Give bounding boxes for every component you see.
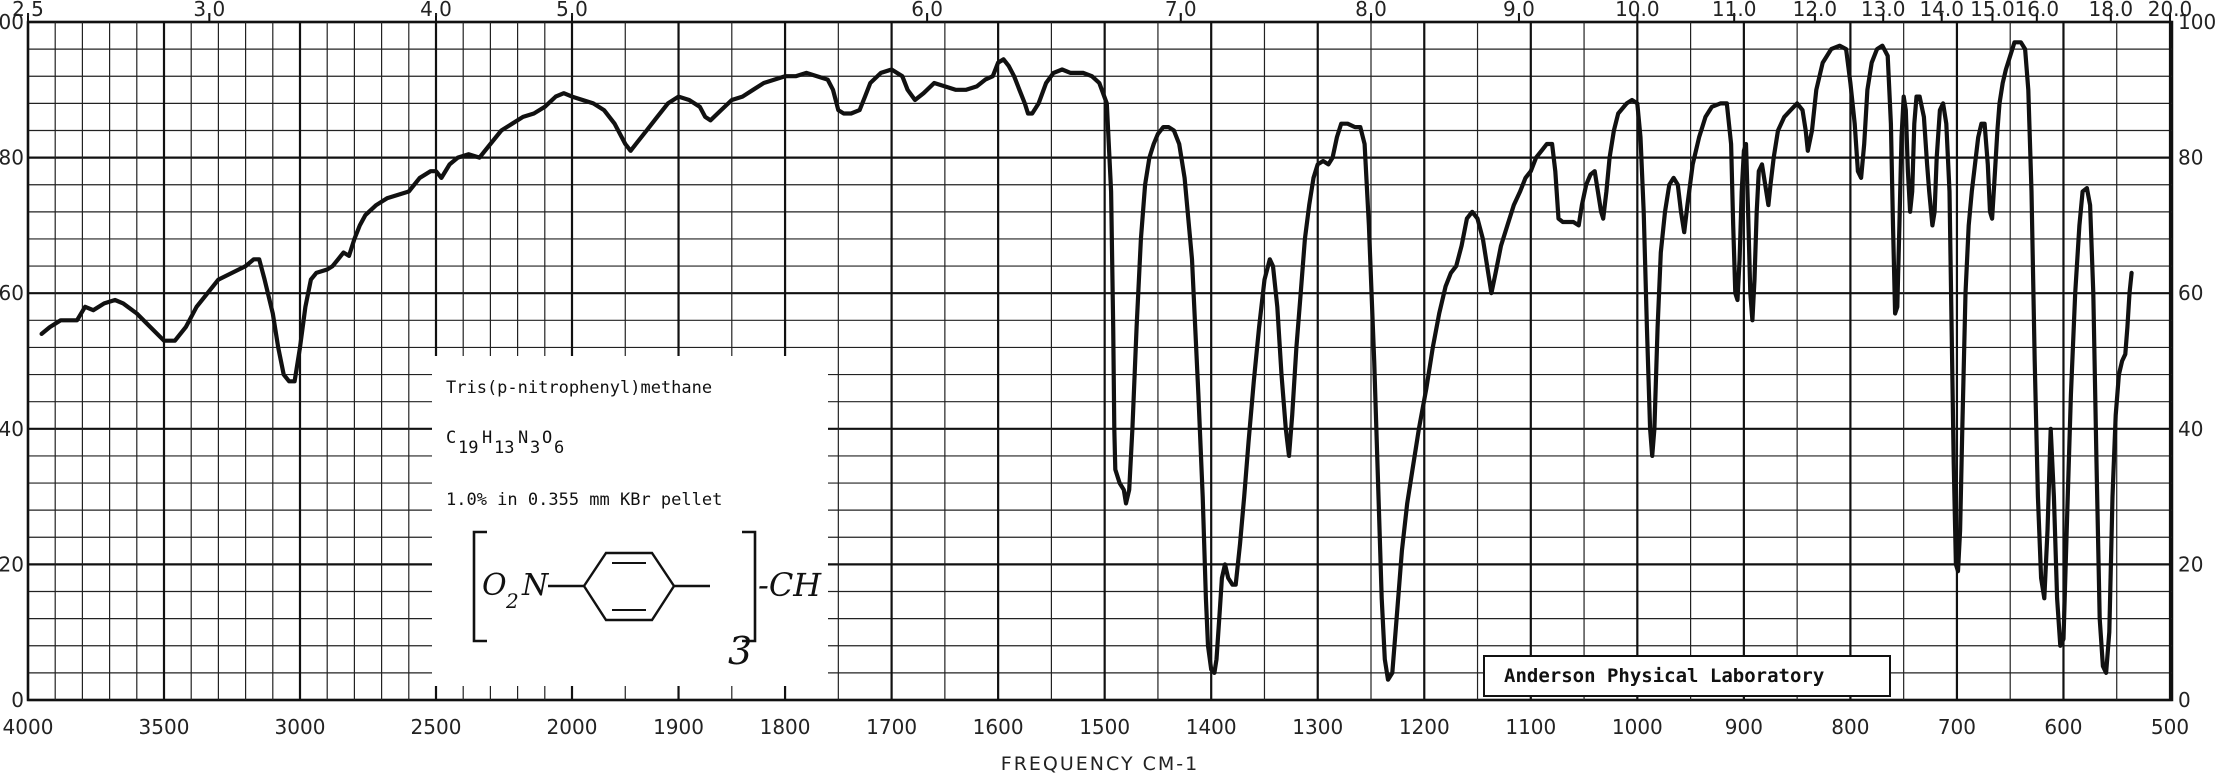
top-axis-ticks: 2.5 3.0 4.0 5.0 6.0 7.0 8.0 9.0 10.0 11.0 12.0 13.0… — [12, 0, 2192, 22]
top-tick-label: 20.0 — [2148, 0, 2193, 21]
top-tick-label: 18.0 — [2089, 0, 2134, 21]
y-tick-label-right: 80 — [2178, 146, 2203, 170]
formula-h: H — [482, 428, 492, 448]
formula-o-sub: 6 — [554, 438, 564, 458]
y-tick-label-right: 20 — [2178, 552, 2203, 576]
x-tick-label: 500 — [2151, 715, 2189, 739]
x-tick-label: 1400 — [1186, 715, 1237, 739]
y-tick-label-right: 100 — [2178, 10, 2216, 34]
structure-n: N — [521, 568, 550, 603]
structure-sub-2: 2 — [505, 589, 519, 613]
y-tick-label-left: 100 — [0, 10, 24, 34]
top-tick-label: 13.0 — [1861, 0, 1906, 21]
top-tick-label: 6.0 — [911, 0, 943, 21]
y-tick-label-left: 80 — [0, 146, 24, 170]
molecular-formula: C 19 H 13 N 3 O 6 — [446, 428, 564, 458]
x-axis-title: FREQUENCY CM-1 — [1001, 753, 1199, 775]
sample-info-box: Tris(p-nitrophenyl)methane C 19 H 13 N 3… — [432, 356, 828, 686]
formula-c: C — [446, 428, 456, 448]
y-tick-label-right: 0 — [2178, 688, 2191, 712]
y-tick-label-left: 40 — [0, 417, 24, 441]
top-tick-label: 11.0 — [1712, 0, 1757, 21]
y-tick-label-left: 0 — [11, 688, 24, 712]
y-axis-ticks-right: 0 20 40 60 80 100 — [2178, 10, 2216, 712]
chart-grid — [26, 20, 2174, 702]
x-tick-label: 1900 — [653, 715, 704, 739]
x-tick-label: 1100 — [1505, 715, 1556, 739]
x-tick-label: 1000 — [1612, 715, 1663, 739]
top-tick-label: 4.0 — [420, 0, 452, 21]
formula-n-sub: 3 — [530, 438, 540, 458]
x-tick-label: 4000 — [3, 715, 54, 739]
y-axis-ticks-left: 0 20 40 60 80 100 — [0, 10, 24, 712]
top-tick-label: 15.0 — [1970, 0, 2015, 21]
formula-c-sub: 19 — [458, 438, 478, 458]
x-tick-label: 1700 — [866, 715, 917, 739]
y-tick-label-right: 40 — [2178, 417, 2203, 441]
x-tick-label: 1600 — [973, 715, 1024, 739]
formula-n: N — [518, 428, 528, 448]
top-tick-label: 3.0 — [193, 0, 225, 21]
x-tick-label: 900 — [1725, 715, 1763, 739]
top-tick-label: 12.0 — [1793, 0, 1838, 21]
top-tick-label: 8.0 — [1355, 0, 1387, 21]
x-tick-label: 700 — [1938, 715, 1976, 739]
y-tick-label-left: 60 — [0, 281, 24, 305]
x-tick-label: 3500 — [139, 715, 190, 739]
y-tick-label-right: 60 — [2178, 281, 2203, 305]
x-tick-label: 3000 — [275, 715, 326, 739]
top-tick-label: 14.0 — [1919, 0, 1964, 21]
top-tick-label: 16.0 — [2015, 0, 2060, 21]
top-tick-label: 10.0 — [1615, 0, 1660, 21]
sample-conditions: 1.0% in 0.355 mm KBr pellet — [446, 490, 722, 510]
x-tick-label: 600 — [2044, 715, 2082, 739]
spectrum-series-line — [39, 40, 2134, 682]
top-tick-label: 2.5 — [12, 0, 44, 21]
top-tick-label: 5.0 — [556, 0, 588, 21]
formula-o: O — [542, 428, 552, 448]
x-tick-label: 2000 — [547, 715, 598, 739]
top-tick-label: 9.0 — [1503, 0, 1535, 21]
x-tick-label: 2500 — [411, 715, 462, 739]
x-tick-label: 1800 — [760, 715, 811, 739]
structure-ch: -CH — [758, 566, 822, 604]
x-axis-ticks: 4000 3500 3000 2500 2000 1900 1800 1700 1600 1500… — [3, 715, 2190, 739]
lab-label: Anderson Physical Laboratory — [1504, 665, 1824, 687]
x-tick-label: 1500 — [1079, 715, 1130, 739]
x-tick-label: 1200 — [1399, 715, 1450, 739]
x-tick-label: 1300 — [1292, 715, 1343, 739]
structure-drawing: O 2 N -CH 3 — [472, 530, 822, 673]
y-tick-label-left: 20 — [0, 552, 24, 576]
structure-o: O — [482, 568, 507, 603]
top-tick-label: 7.0 — [1165, 0, 1197, 21]
lab-label-box: Anderson Physical Laboratory — [1483, 655, 1891, 697]
compound-name: Tris(p-nitrophenyl)methane — [446, 378, 712, 398]
structure-sub-3: 3 — [728, 629, 752, 673]
x-tick-label: 800 — [1831, 715, 1869, 739]
formula-h-sub: 13 — [494, 438, 514, 458]
